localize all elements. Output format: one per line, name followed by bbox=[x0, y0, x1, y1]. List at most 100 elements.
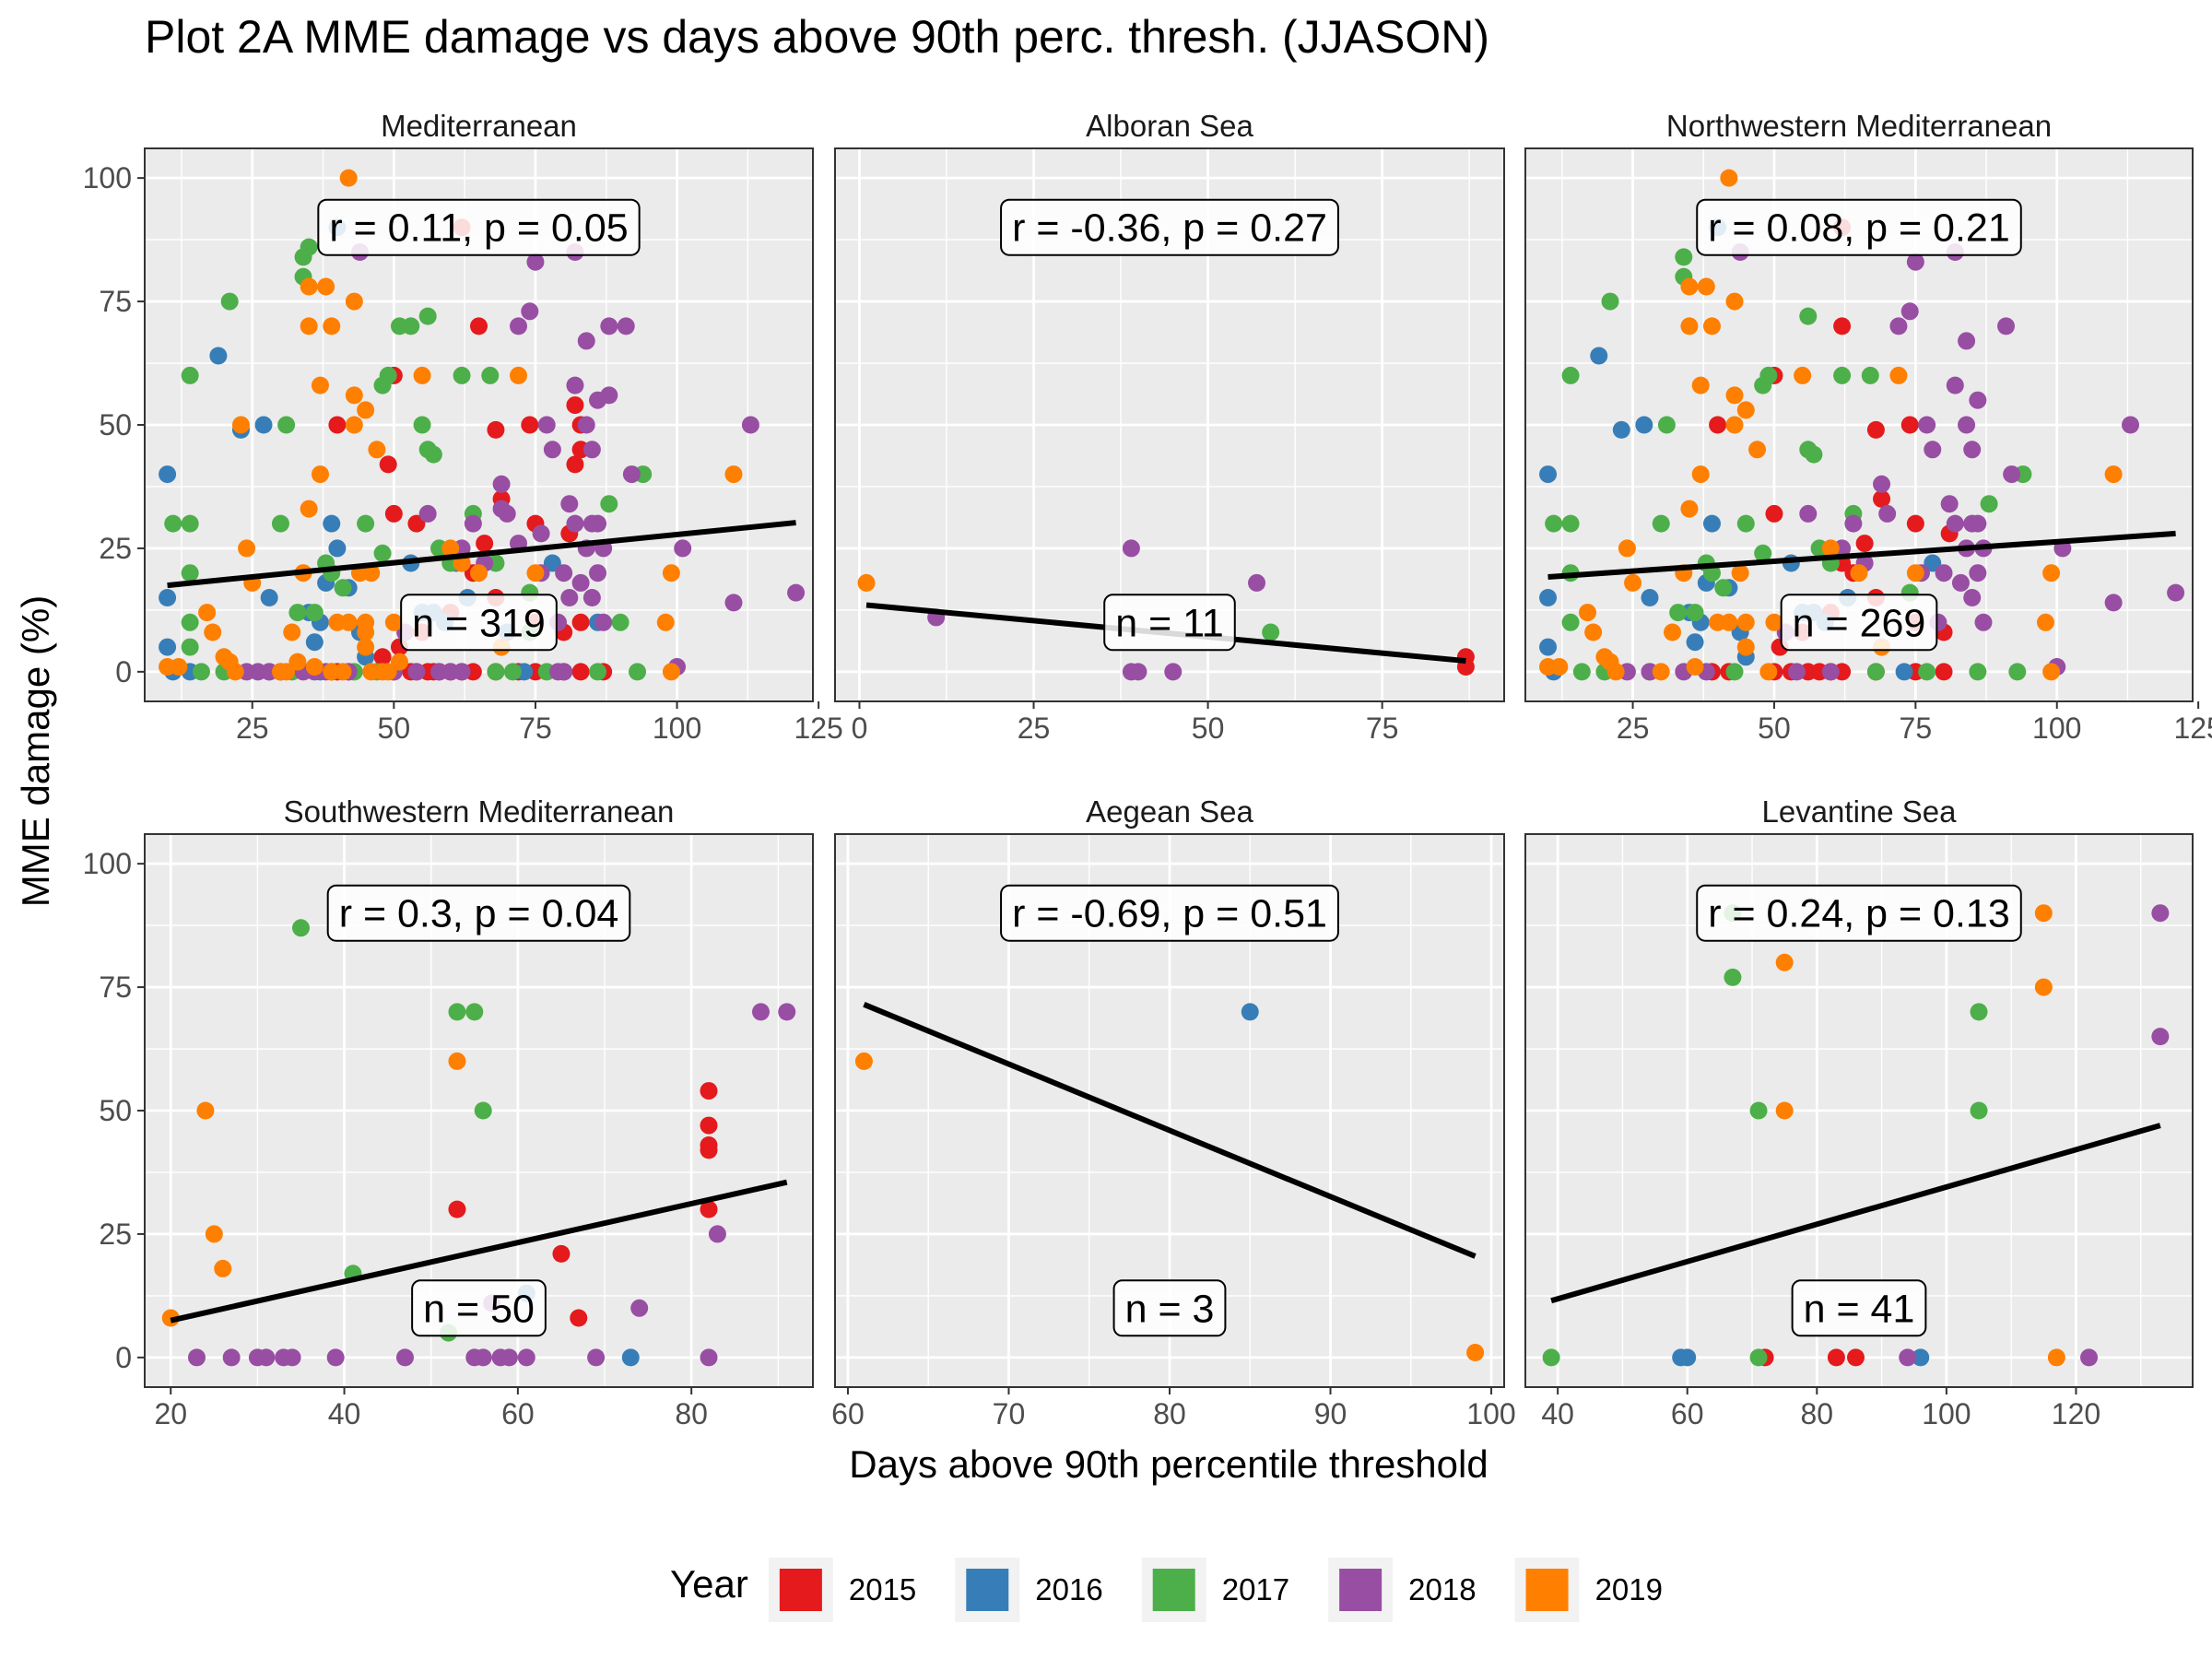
point-2017 bbox=[181, 366, 199, 384]
point-2019 bbox=[857, 573, 876, 592]
point-2015 bbox=[1827, 1348, 1845, 1367]
point-2019 bbox=[300, 500, 318, 518]
point-2018 bbox=[674, 539, 692, 558]
point-2018 bbox=[1935, 564, 1953, 582]
point-2019 bbox=[1725, 292, 1744, 311]
point-2019 bbox=[1736, 638, 1755, 656]
point-2018 bbox=[2167, 583, 2185, 602]
point-2018 bbox=[510, 317, 528, 335]
legend-title: Year bbox=[670, 1562, 748, 1606]
legend-swatch bbox=[1339, 1569, 1382, 1611]
panel-levantine-sea: Levantine Sea 40 60 80 100 120 r = 0.24, p = 0… bbox=[1524, 794, 2194, 1430]
point-2019 bbox=[448, 1052, 466, 1070]
point-2019 bbox=[2036, 613, 2054, 631]
point-2019 bbox=[1821, 539, 1840, 558]
point-2018 bbox=[617, 317, 635, 335]
regression-line bbox=[170, 1179, 788, 1324]
point-2019 bbox=[357, 401, 375, 419]
point-2017 bbox=[600, 495, 618, 513]
point-2017 bbox=[1657, 416, 1676, 434]
point-2018 bbox=[630, 1299, 649, 1317]
point-2019 bbox=[1550, 658, 1569, 676]
point-2017 bbox=[1736, 514, 1755, 533]
point-2016 bbox=[209, 347, 228, 365]
point-2017 bbox=[1561, 613, 1580, 631]
n-label: n = 269 bbox=[1780, 594, 1938, 652]
point-2019 bbox=[2034, 978, 2053, 996]
point-2017 bbox=[2008, 663, 2027, 681]
point-2019 bbox=[1618, 539, 1636, 558]
stat-label-box bbox=[1696, 198, 2022, 256]
point-2019 bbox=[300, 317, 318, 335]
point-2019 bbox=[1794, 366, 1812, 384]
n-label-text: n = 269 bbox=[1793, 601, 1926, 645]
point-2015 bbox=[328, 416, 347, 434]
point-2017 bbox=[1866, 663, 1885, 681]
point-2015 bbox=[570, 1309, 588, 1327]
point-2019 bbox=[1466, 1344, 1485, 1361]
legend-item-2015: 2015 bbox=[768, 1558, 916, 1622]
x-tick-label: 125 bbox=[794, 712, 842, 745]
point-2015 bbox=[1873, 489, 1891, 508]
point-2017 bbox=[1561, 366, 1580, 384]
point-2018 bbox=[1788, 663, 1806, 681]
point-2015 bbox=[1900, 416, 1919, 434]
point-2019 bbox=[854, 1052, 873, 1070]
point-2019 bbox=[510, 366, 528, 384]
point-2017 bbox=[1749, 1348, 1768, 1367]
x-axis-title: Days above 90th percentile threshold bbox=[849, 1442, 1488, 1486]
point-2017 bbox=[487, 663, 505, 681]
n-label: n = 3 bbox=[1112, 1279, 1227, 1337]
point-2019 bbox=[2042, 564, 2061, 582]
point-2018 bbox=[555, 564, 573, 582]
x-tick-label: 100 bbox=[1466, 1397, 1515, 1430]
point-2018 bbox=[582, 589, 601, 606]
point-2018 bbox=[521, 302, 539, 321]
point-2017 bbox=[271, 514, 289, 533]
point-2018 bbox=[566, 514, 584, 533]
point-2016 bbox=[1612, 420, 1630, 439]
stat-label-box bbox=[1000, 198, 1339, 256]
legend-label: 2019 bbox=[1595, 1572, 1663, 1606]
point-2017 bbox=[1669, 604, 1688, 622]
strip-label: Aegean Sea bbox=[1086, 794, 1253, 829]
point-2019 bbox=[357, 638, 375, 656]
point-2018 bbox=[1969, 391, 1987, 409]
point-2019 bbox=[1691, 465, 1710, 484]
point-2018 bbox=[1889, 317, 1908, 335]
panel-border bbox=[144, 833, 814, 1388]
point-2018 bbox=[1958, 332, 1976, 350]
point-2019 bbox=[2104, 465, 2123, 484]
point-2015 bbox=[566, 455, 584, 474]
point-2018 bbox=[1248, 573, 1266, 592]
point-2019 bbox=[323, 317, 341, 335]
point-2019 bbox=[1680, 277, 1699, 296]
x-tick-label: 40 bbox=[328, 1397, 361, 1430]
point-2018 bbox=[600, 386, 618, 405]
point-2017 bbox=[1714, 579, 1733, 597]
x-tick-label: 25 bbox=[1018, 712, 1051, 745]
point-2019 bbox=[345, 292, 363, 311]
point-2018 bbox=[1129, 663, 1147, 681]
point-2017 bbox=[629, 663, 647, 681]
point-2018 bbox=[1821, 663, 1840, 681]
point-2015 bbox=[373, 648, 392, 666]
regression-line bbox=[1550, 1123, 2161, 1304]
point-2019 bbox=[238, 539, 256, 558]
point-2018 bbox=[549, 663, 568, 681]
point-2018 bbox=[589, 514, 607, 533]
stat-label-text: r = 0.11, p = 0.05 bbox=[329, 206, 628, 251]
stat-label-box bbox=[317, 198, 641, 256]
x-tick-label: 80 bbox=[1801, 1397, 1834, 1430]
facet-panels: Mediterranean 0 25 50 75 100 25 50 75 100 125 r = 0… bbox=[83, 108, 2212, 1430]
point-2019 bbox=[214, 1259, 232, 1277]
stat-label: r = 0.11, p = 0.05 bbox=[317, 198, 641, 256]
n-label-text: n = 3 bbox=[1125, 1287, 1215, 1331]
stat-label: r = 0.24, p = 0.13 bbox=[1696, 884, 2022, 942]
point-2016 bbox=[1539, 465, 1558, 484]
n-label-box bbox=[411, 1279, 547, 1337]
x-tick-label: 25 bbox=[236, 712, 269, 745]
legend-label: 2015 bbox=[849, 1572, 916, 1606]
point-2019 bbox=[373, 663, 392, 681]
y-tick-label: 75 bbox=[99, 971, 132, 1004]
